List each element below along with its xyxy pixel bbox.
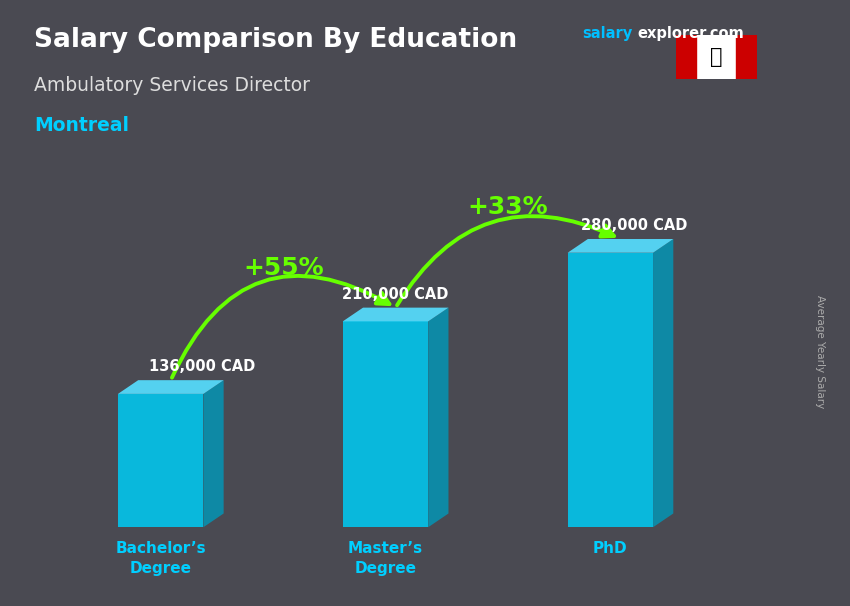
FancyArrowPatch shape [397, 216, 614, 305]
Polygon shape [343, 321, 428, 527]
Text: salary: salary [582, 26, 632, 41]
Text: Salary Comparison By Education: Salary Comparison By Education [34, 27, 517, 53]
Text: Montreal: Montreal [34, 116, 129, 135]
Text: Average Yearly Salary: Average Yearly Salary [815, 295, 825, 408]
Polygon shape [203, 380, 224, 527]
Polygon shape [343, 308, 449, 321]
Text: explorer.com: explorer.com [638, 26, 745, 41]
Polygon shape [568, 253, 653, 527]
Polygon shape [428, 308, 449, 527]
Text: Ambulatory Services Director: Ambulatory Services Director [34, 76, 310, 95]
Polygon shape [653, 239, 673, 527]
Text: 🍁: 🍁 [710, 47, 722, 67]
Polygon shape [118, 394, 203, 527]
Text: 280,000 CAD: 280,000 CAD [581, 218, 687, 233]
FancyArrowPatch shape [172, 276, 389, 378]
Text: 210,000 CAD: 210,000 CAD [343, 287, 449, 302]
Bar [676, 35, 696, 79]
Text: +33%: +33% [468, 195, 548, 219]
Polygon shape [118, 380, 224, 394]
Polygon shape [568, 239, 673, 253]
Bar [736, 35, 756, 79]
Text: +55%: +55% [243, 256, 324, 280]
Text: 136,000 CAD: 136,000 CAD [150, 359, 256, 375]
